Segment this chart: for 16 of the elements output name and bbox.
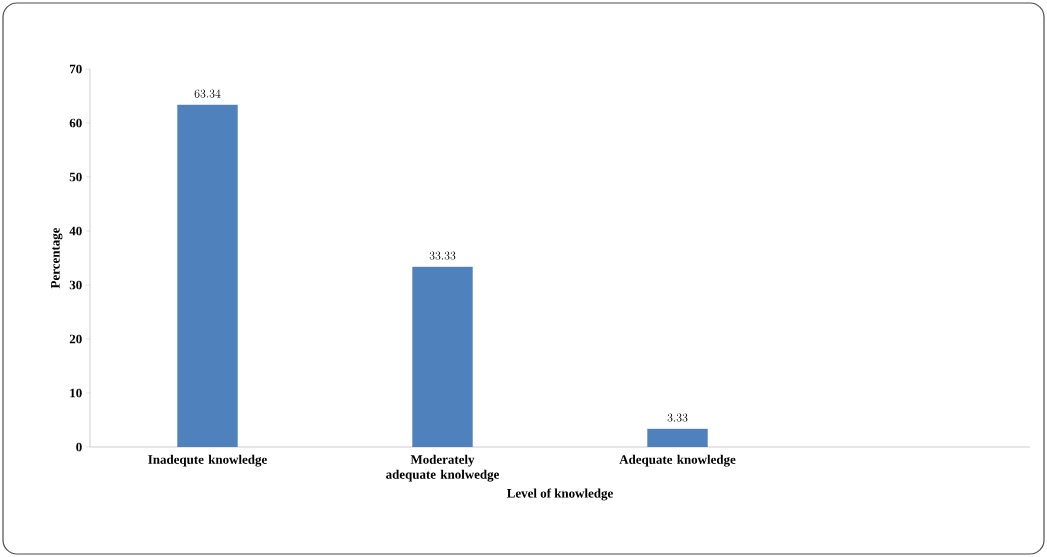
x-tick-label: Moderately adequate knolwedge [386,454,499,482]
y-tick-label: 20 [69,334,82,344]
x-tick-label: Inadequte knowledge [148,454,267,467]
y-tick-label: 40 [69,226,82,236]
y-tick-label: 0 [76,442,82,452]
y-tick-label: 70 [70,64,82,74]
x-axis-title: Level of knowledge [506,488,613,501]
y-tick-label: 50 [69,172,82,182]
x-tick-label: Adequate knowledge [619,454,736,467]
y-tick-label: 10 [70,388,82,398]
y-tick-label: 30 [69,280,82,290]
data-label: 3.33 [667,413,688,422]
y-axis-title: Percentage [51,227,63,289]
y-tick-label: 60 [69,118,82,128]
data-label: 33.33 [429,251,456,260]
data-label: 63.34 [194,89,221,98]
